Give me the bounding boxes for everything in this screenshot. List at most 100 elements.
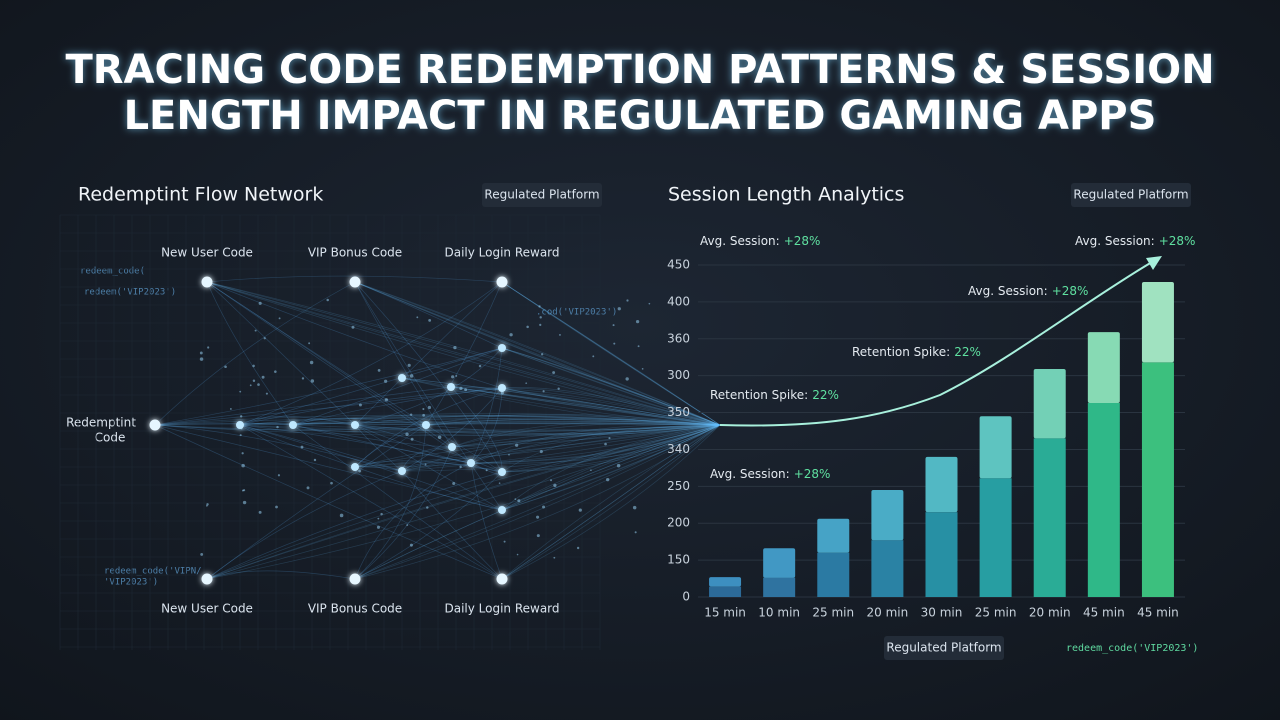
edge — [425, 424, 721, 435]
edge — [501, 281, 721, 426]
particle — [539, 316, 542, 319]
edge — [354, 424, 721, 580]
particle — [503, 540, 506, 543]
edge — [292, 387, 503, 426]
x-tick-label: 25 min — [975, 606, 1017, 620]
particle — [199, 351, 203, 355]
edge — [501, 387, 721, 426]
edge — [206, 281, 503, 389]
edge — [354, 424, 721, 580]
edge — [154, 386, 452, 426]
edge — [450, 386, 721, 426]
particle — [635, 319, 640, 324]
edge — [354, 281, 503, 473]
node — [289, 421, 297, 429]
bar-segment — [979, 416, 1012, 479]
particle — [592, 355, 595, 358]
particle — [536, 534, 540, 538]
edge — [501, 424, 721, 473]
node-label: VIP Bonus Code — [308, 246, 402, 260]
edge — [354, 424, 721, 580]
edge — [206, 281, 427, 426]
edge — [501, 347, 721, 426]
edge — [354, 281, 503, 511]
particle — [427, 405, 432, 410]
edge — [354, 281, 721, 426]
annotation-label: Avg. Session: — [710, 467, 790, 481]
bar-segment — [817, 518, 850, 553]
edge — [354, 424, 721, 468]
edge — [354, 460, 503, 473]
particle — [459, 386, 463, 391]
particle — [478, 364, 482, 368]
edge — [501, 424, 721, 511]
edge — [501, 347, 721, 426]
particle — [542, 505, 546, 509]
edge — [239, 424, 721, 436]
edge — [154, 424, 403, 472]
edge — [154, 424, 721, 437]
edge — [501, 281, 721, 426]
x-tick-label: 20 min — [1029, 606, 1071, 620]
edge — [501, 424, 721, 580]
particle — [229, 408, 232, 410]
edge — [401, 424, 721, 472]
particle — [539, 449, 543, 454]
edge — [501, 281, 721, 426]
badge-text: Regulated Platform — [484, 188, 599, 202]
edge — [501, 387, 721, 426]
node-label: Code — [95, 431, 126, 445]
particle — [612, 324, 615, 327]
particle — [358, 469, 362, 473]
y-tick-label: 150 — [667, 553, 690, 567]
node — [498, 384, 506, 392]
particle — [459, 465, 462, 469]
particle — [241, 463, 245, 468]
x-tick-label: 45 min — [1083, 606, 1125, 620]
edge — [354, 387, 503, 468]
code-snippet: .cod('VIP2023') — [536, 308, 617, 318]
edge — [354, 424, 503, 511]
edge — [154, 424, 503, 511]
bar-segment — [1141, 281, 1174, 363]
particle — [278, 317, 281, 320]
annotation-value: +28% — [794, 467, 831, 481]
particle — [254, 329, 257, 332]
edge — [470, 424, 721, 464]
edge — [206, 424, 721, 580]
particle — [516, 553, 519, 556]
edge — [425, 420, 721, 426]
particle — [249, 384, 252, 387]
edge — [470, 387, 503, 464]
node-label: Redemptint — [66, 416, 136, 430]
annotation: Avg. Session: +28% — [710, 467, 830, 481]
particle — [538, 305, 541, 308]
bar-segment — [1033, 369, 1066, 439]
edge — [401, 387, 503, 472]
particle — [384, 398, 388, 402]
particle — [265, 392, 268, 395]
edge — [501, 281, 721, 426]
annotation-value: +28% — [1159, 234, 1196, 248]
particle — [351, 325, 355, 329]
node-label: VIP Bonus Code — [308, 602, 402, 616]
particle — [206, 504, 208, 507]
bar-segment — [871, 490, 904, 541]
edge — [501, 347, 721, 426]
particle — [308, 342, 311, 345]
edge — [154, 422, 721, 426]
edge — [292, 412, 721, 426]
edge — [501, 347, 721, 426]
node — [496, 276, 508, 288]
annotation-label: Retention Spike: — [852, 345, 950, 359]
particle — [301, 377, 305, 380]
edge — [239, 347, 503, 426]
edge — [470, 347, 503, 464]
edge — [401, 424, 721, 472]
y-tick-label: 350 — [667, 405, 690, 419]
edge — [206, 424, 721, 580]
particle — [239, 434, 242, 437]
edge — [206, 281, 721, 426]
particle — [576, 546, 580, 550]
x-tick-label: 25 min — [812, 606, 854, 620]
